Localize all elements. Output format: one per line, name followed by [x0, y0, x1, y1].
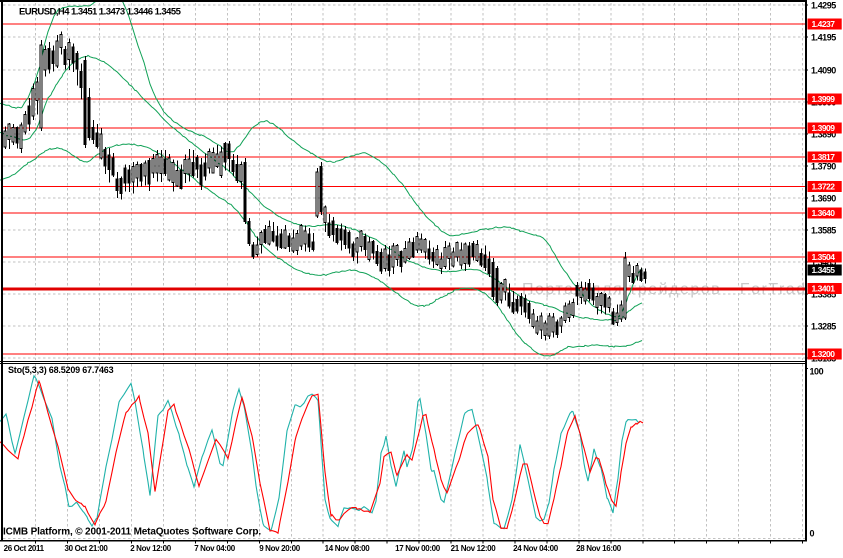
svg-text:24 Nov 04:00: 24 Nov 04:00 [513, 544, 559, 553]
svg-text:1.3504: 1.3504 [812, 252, 836, 262]
svg-text:1.3285: 1.3285 [811, 322, 836, 332]
svg-text:1.3585: 1.3585 [811, 226, 836, 236]
svg-text:EURUSD,H4 1.3451 1.3473 1.344: EURUSD,H4 1.3451 1.3473 1.3446 1.3455 [19, 7, 182, 18]
svg-text:1.3890: 1.3890 [811, 130, 836, 140]
svg-text:1.3999: 1.3999 [812, 94, 836, 104]
svg-text:1.3909: 1.3909 [812, 123, 836, 133]
svg-text:1.3200: 1.3200 [812, 349, 836, 359]
svg-text:100: 100 [810, 367, 824, 377]
svg-text:1.3690: 1.3690 [811, 194, 836, 204]
svg-text:1.3817: 1.3817 [812, 152, 836, 162]
svg-text:1.3385: 1.3385 [811, 290, 836, 300]
svg-text:1.4090: 1.4090 [811, 65, 836, 75]
svg-text:Sto(5,3,3) 68.5209 67.7463: Sto(5,3,3) 68.5209 67.7463 [8, 365, 114, 375]
svg-text:26 Oct 2011: 26 Oct 2011 [4, 544, 45, 553]
svg-text:0: 0 [810, 529, 815, 539]
svg-text:17 Nov 00:00: 17 Nov 00:00 [395, 544, 441, 553]
svg-text:ICMB Platform, © 2001-2011 Met: ICMB Platform, © 2001-2011 MetaQuotes So… [3, 527, 261, 538]
svg-text:1.3790: 1.3790 [811, 162, 836, 172]
svg-text:14 Nov 08:00: 14 Nov 08:00 [325, 544, 371, 553]
svg-text:30 Oct 21:00: 30 Oct 21:00 [65, 544, 109, 553]
svg-text:1.4195: 1.4195 [811, 33, 836, 43]
svg-text:1.4237: 1.4237 [812, 19, 836, 29]
svg-text:9 Nov 20:00: 9 Nov 20:00 [259, 544, 301, 553]
svg-text:1.4295: 1.4295 [811, 1, 836, 11]
svg-text:1.3401: 1.3401 [812, 284, 836, 294]
svg-text:1.3640: 1.3640 [812, 208, 836, 218]
svg-text:1.3722: 1.3722 [812, 182, 836, 192]
svg-text:21 Nov 12:00: 21 Nov 12:00 [451, 544, 497, 553]
svg-text:2 Nov 12:00: 2 Nov 12:00 [130, 544, 172, 553]
svg-text:7 Nov 04:00: 7 Nov 04:00 [194, 544, 236, 553]
svg-text:1.3455: 1.3455 [812, 265, 836, 275]
svg-text:28 Nov 16:00: 28 Nov 16:00 [576, 544, 622, 553]
